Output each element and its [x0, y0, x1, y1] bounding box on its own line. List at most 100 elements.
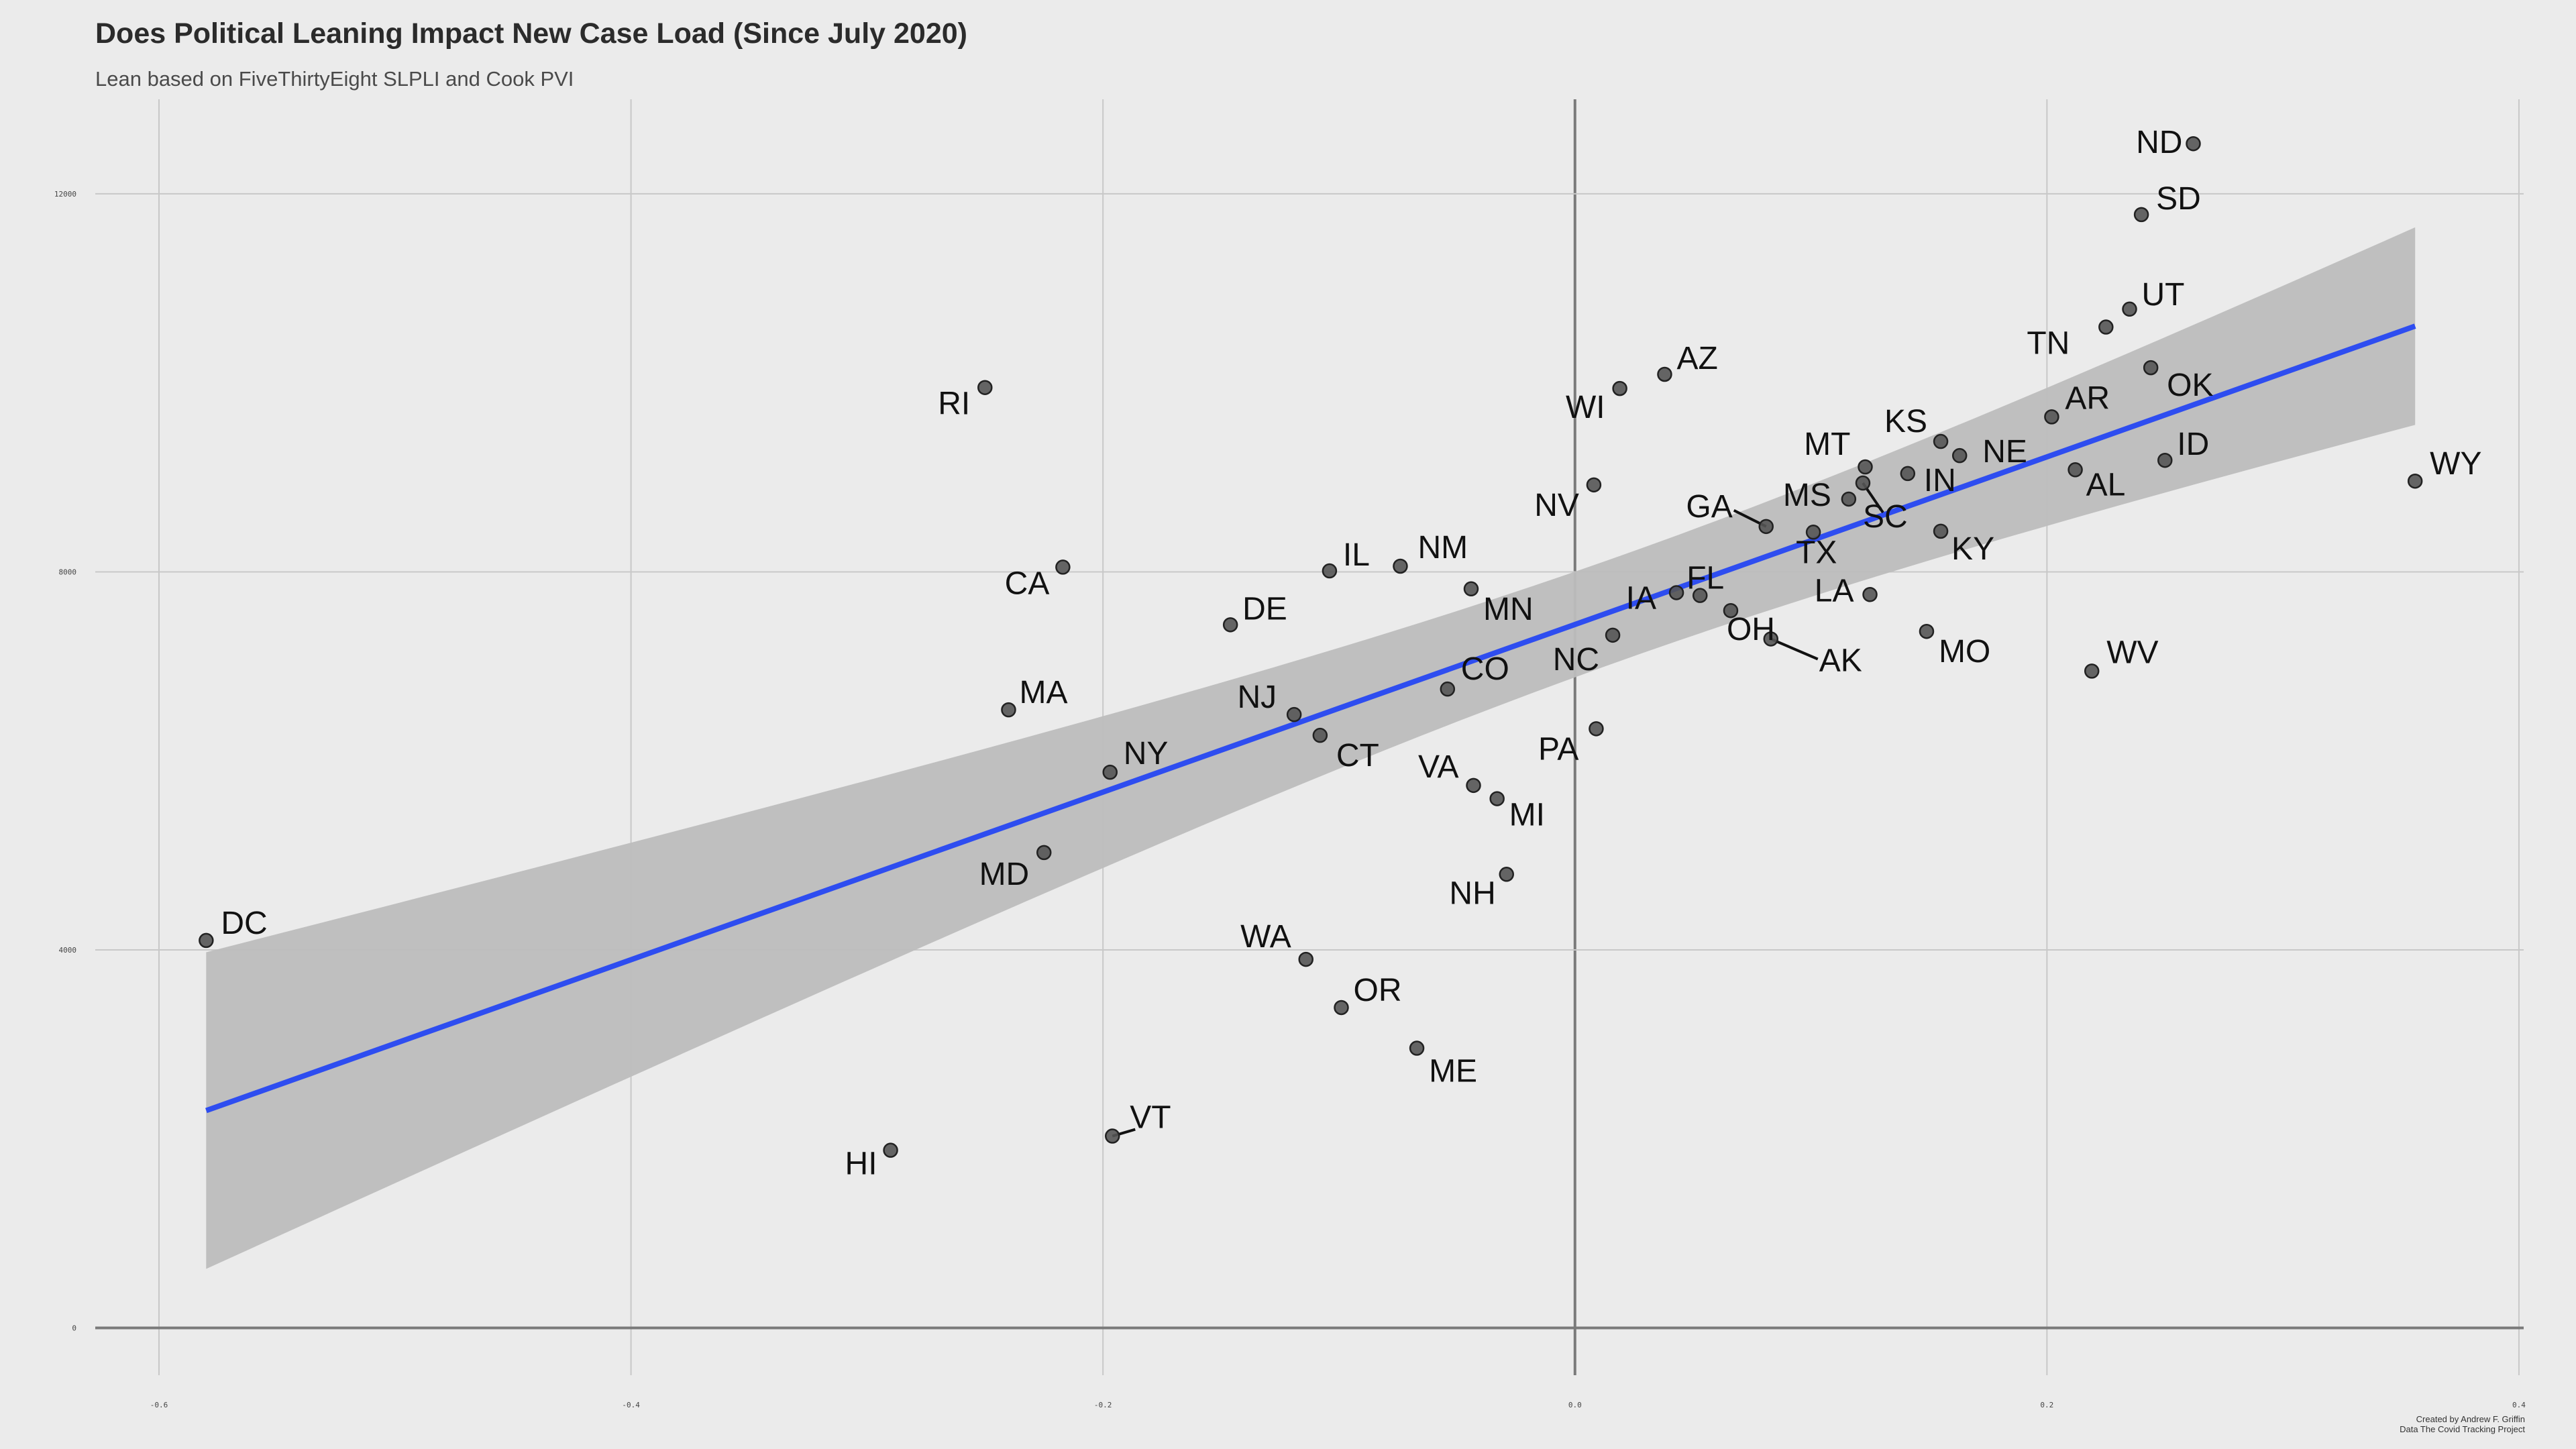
state-label-ks: KS: [1884, 404, 1927, 439]
data-point-co: [1440, 681, 1456, 697]
state-label-de: DE: [1242, 591, 1287, 627]
state-label-tn: TN: [2027, 326, 2070, 362]
data-point-ms: [1841, 491, 1857, 507]
data-point-id: [2157, 452, 2173, 468]
state-label-mo: MO: [1939, 634, 1990, 669]
data-point-ks: [1933, 433, 1949, 449]
data-point-ri: [977, 380, 993, 395]
state-label-ar: AR: [2065, 380, 2110, 416]
chart-title: Does Political Leaning Impact New Case L…: [95, 17, 967, 50]
data-point-mt: [1858, 459, 1873, 475]
state-label-il: IL: [1343, 537, 1370, 573]
state-label-ky: KY: [1951, 531, 1994, 567]
state-label-me: ME: [1429, 1054, 1477, 1089]
data-point-mn: [1463, 581, 1479, 597]
data-point-ia: [1668, 585, 1684, 600]
data-point-nc: [1605, 627, 1621, 643]
state-label-ca: CA: [1005, 566, 1050, 601]
data-point-wa: [1298, 951, 1313, 967]
caption-source: Data The Covid Tracking Project: [2400, 1424, 2525, 1434]
state-label-layer: DC HI VT RI CA MA NY MD DE IL NM NJ CT WA OR ME MN CO VA MI…: [221, 125, 2481, 1181]
state-label-nc: NC: [1553, 642, 1599, 678]
data-point-tn: [2098, 319, 2114, 335]
data-point-mi: [1489, 791, 1505, 806]
data-point-in: [1900, 466, 1916, 482]
state-label-ne: NE: [1982, 434, 2027, 470]
state-label-wv: WV: [2106, 635, 2158, 670]
data-point-ca: [1055, 559, 1071, 575]
state-label-vt: VT: [1130, 1100, 1171, 1136]
x-tick-label: 0.4: [2512, 1401, 2526, 1409]
chart-caption: Created by Andrew F. Griffin Data The Co…: [2400, 1414, 2525, 1434]
state-label-hi: HI: [845, 1146, 877, 1182]
data-point-al: [2068, 462, 2083, 478]
data-point-vt: [1104, 1128, 1120, 1144]
state-label-wy: WY: [2430, 446, 2481, 482]
regression-line: [205, 323, 2416, 1114]
data-point-nj: [1286, 706, 1302, 722]
data-point-sd: [2133, 207, 2149, 223]
chart-subtitle: Lean based on FiveThirtyEight SLPLI and …: [95, 67, 574, 91]
state-label-or: OR: [1353, 973, 1401, 1008]
state-label-ny: NY: [1124, 736, 1169, 771]
state-label-in: IN: [1924, 463, 1956, 498]
state-label-ct: CT: [1336, 738, 1379, 773]
data-point-de: [1222, 617, 1238, 633]
data-point-me: [1409, 1040, 1425, 1056]
data-point-sc: [1855, 475, 1871, 491]
state-label-az: AZ: [1676, 341, 1717, 376]
state-label-nd: ND: [2136, 125, 2182, 160]
x-tick-label: -0.2: [1094, 1401, 1112, 1409]
x-tick-label: 0.0: [1568, 1401, 1582, 1409]
state-label-sd: SD: [2156, 181, 2201, 217]
state-label-ak: AK: [1819, 643, 1862, 678]
data-point-dc: [199, 932, 214, 949]
y-tick-label: 8000: [59, 568, 77, 576]
data-point-wi: [1612, 380, 1627, 396]
state-label-al: AL: [2086, 467, 2126, 502]
data-point-nv: [1586, 477, 1602, 493]
data-point-il: [1322, 563, 1338, 579]
state-label-nh: NH: [1449, 875, 1495, 911]
data-point-ny: [1102, 764, 1118, 780]
y-tick-label: 0: [72, 1324, 76, 1333]
data-point-tx: [1805, 525, 1821, 540]
data-point-ne: [1951, 447, 1968, 464]
y-tick-label: 4000: [59, 946, 77, 955]
state-label-id: ID: [2177, 427, 2209, 462]
state-label-tx: TX: [1796, 535, 1837, 570]
data-point-ut: [2122, 301, 2137, 317]
data-point-md: [1036, 845, 1052, 861]
data-point-pa: [1589, 721, 1604, 737]
data-point-la: [1862, 587, 1878, 602]
state-label-nm: NM: [1417, 530, 1468, 566]
state-label-wa: WA: [1240, 919, 1291, 955]
state-label-ia: IA: [1626, 580, 1656, 616]
x-tick-label: 0.2: [2040, 1401, 2053, 1409]
state-label-wi: WI: [1566, 390, 1605, 425]
state-label-mn: MN: [1483, 592, 1534, 627]
data-point-nd: [2186, 136, 2201, 152]
axis-tick-layer: -0.6 -0.4 -0.2 0.0 0.2 0.4 0 4000 8000 12000: [54, 190, 2526, 1409]
caption-author: Created by Andrew F. Griffin: [2416, 1414, 2525, 1424]
data-point-fl: [1692, 588, 1708, 603]
x-tick-label: -0.6: [150, 1401, 168, 1409]
data-point-wv: [2084, 663, 2100, 679]
data-point-mo: [1919, 623, 1935, 639]
data-point-ak: [1763, 631, 1779, 647]
state-label-pa: PA: [1538, 731, 1578, 767]
state-label-oh: OH: [1727, 612, 1775, 647]
state-label-ms: MS: [1783, 478, 1831, 513]
data-point-va: [1466, 777, 1481, 794]
state-label-ma: MA: [1019, 675, 1067, 710]
label-leader-line: [1770, 637, 1819, 661]
state-label-mt: MT: [1804, 427, 1850, 462]
state-label-fl: FL: [1686, 561, 1724, 596]
data-point-wy: [2407, 473, 2423, 489]
data-point-ct: [1312, 727, 1328, 743]
regression-line-layer: [205, 323, 2416, 1114]
data-point-ma: [1001, 702, 1016, 718]
x-tick-label: -0.4: [622, 1401, 640, 1409]
